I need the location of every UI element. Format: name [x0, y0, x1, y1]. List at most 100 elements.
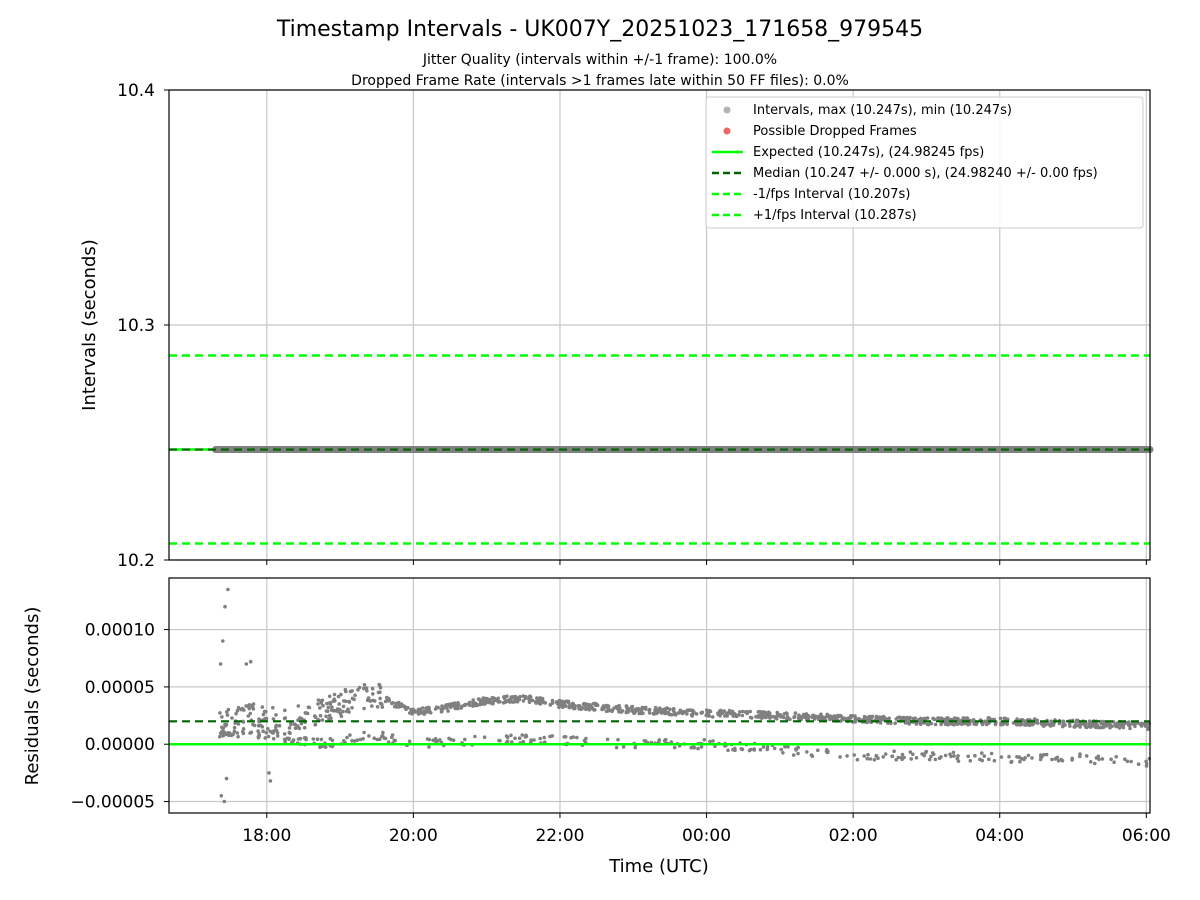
residual-point	[951, 750, 956, 755]
residual-point	[498, 738, 502, 743]
residual-point	[304, 711, 308, 715]
residual-point	[1096, 754, 1101, 759]
residual-point	[343, 687, 348, 692]
residual-outlier-point	[222, 799, 227, 804]
residual-point	[427, 745, 431, 749]
residual-point	[672, 745, 677, 750]
residual-point	[561, 704, 565, 708]
residual-point	[639, 711, 643, 716]
residual-point	[1078, 754, 1082, 759]
residual-point	[505, 739, 510, 743]
residual-point	[521, 699, 526, 703]
residual-point	[999, 755, 1004, 759]
residual-point	[813, 714, 818, 719]
top-x-ticks	[266, 560, 1147, 565]
residual-point	[723, 714, 727, 718]
residual-point	[1094, 722, 1098, 726]
residual-point	[261, 729, 265, 733]
residual-point	[968, 759, 973, 763]
residual-point	[737, 713, 741, 717]
residual-point	[221, 733, 225, 738]
residual-point	[704, 713, 708, 718]
residual-point	[752, 748, 756, 752]
x-tick-label: 06:00	[1122, 826, 1171, 846]
residual-point	[275, 734, 280, 738]
residual-point	[626, 710, 630, 714]
residual-outlier-point	[221, 639, 225, 643]
residual-point	[708, 709, 712, 713]
residual-point	[874, 754, 879, 758]
residual-point	[339, 714, 344, 718]
residual-point	[251, 722, 255, 727]
residual-point	[390, 735, 394, 739]
residual-point	[1103, 722, 1107, 727]
residual-point	[348, 733, 352, 737]
residual-point	[231, 732, 235, 736]
residual-point	[328, 701, 332, 705]
residual-point	[595, 703, 600, 707]
residual-point	[757, 709, 762, 714]
x-tick-label: 20:00	[389, 826, 438, 846]
residual-point	[1001, 722, 1006, 726]
residual-point	[283, 716, 288, 720]
residual-point	[327, 694, 332, 699]
residual-point	[699, 745, 704, 749]
residual-point	[325, 701, 329, 706]
residual-point	[1117, 726, 1122, 730]
residual-point	[943, 722, 948, 726]
residual-point	[332, 692, 337, 697]
residual-point	[943, 753, 948, 758]
residual-point	[1144, 764, 1149, 768]
residual-point	[897, 715, 902, 719]
residual-point	[218, 711, 222, 715]
residual-point	[433, 736, 438, 741]
residual-point	[975, 721, 979, 726]
residual-point	[929, 721, 934, 726]
residual-point	[1123, 757, 1127, 761]
residual-point	[296, 704, 301, 708]
residual-point	[341, 704, 346, 709]
residual-point	[424, 709, 428, 713]
residual-point	[914, 722, 919, 726]
residual-point	[850, 714, 854, 718]
residual-point	[967, 721, 972, 726]
legend-median-label: Median (10.247 +/- 0.000 s), (24.98240 +…	[753, 166, 1098, 181]
residual-point	[316, 698, 321, 702]
residual-point	[438, 738, 442, 742]
residual-point	[1093, 761, 1097, 766]
residual-point	[471, 698, 476, 702]
residual-point	[218, 734, 222, 739]
bottom-axes-frame	[168, 577, 1151, 814]
residual-point	[557, 703, 561, 708]
residual-point	[781, 751, 785, 755]
residual-point	[1109, 757, 1113, 762]
residual-point	[1030, 756, 1034, 760]
residual-point	[978, 757, 982, 762]
residual-point	[439, 707, 444, 711]
residual-point	[966, 754, 970, 759]
residual-point	[346, 707, 350, 711]
residual-point	[1097, 725, 1102, 729]
residual-point	[232, 725, 237, 730]
residual-point	[685, 712, 689, 716]
residual-point	[350, 696, 355, 701]
residual-point	[1087, 724, 1092, 729]
residual-point	[604, 709, 609, 713]
residual-point	[870, 714, 875, 719]
residual-point	[511, 700, 515, 704]
residual-point	[1018, 759, 1022, 764]
residual-point	[318, 713, 323, 718]
legend-dropped-label: Possible Dropped Frames	[753, 124, 917, 139]
top-y-tick-label: 10.4	[117, 81, 155, 101]
residual-point	[805, 750, 809, 754]
residual-point	[230, 716, 234, 720]
residual-point	[350, 706, 354, 710]
residual-point	[672, 707, 676, 711]
residual-point	[1019, 756, 1024, 761]
residual-point	[264, 730, 269, 735]
residual-point	[1007, 754, 1011, 759]
residual-point	[601, 704, 606, 708]
residual-point	[449, 705, 453, 709]
residual-point	[1023, 719, 1028, 723]
residual-point	[913, 716, 917, 720]
